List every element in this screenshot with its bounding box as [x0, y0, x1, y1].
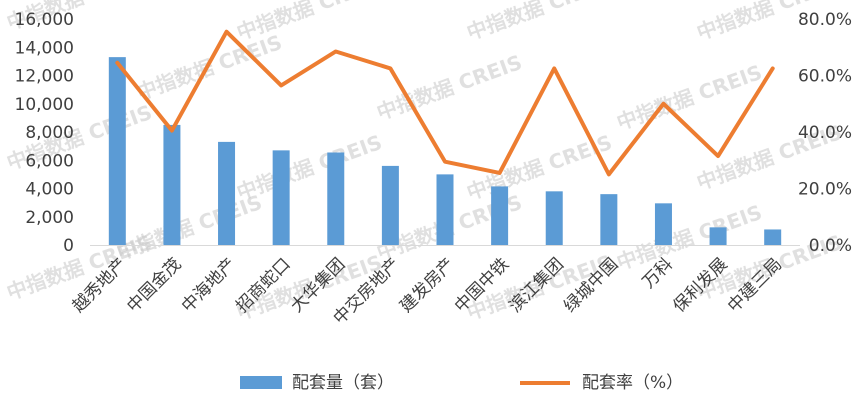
line-point	[171, 130, 173, 132]
line-point	[662, 103, 664, 105]
bar	[163, 124, 181, 245]
line-point	[717, 155, 719, 157]
left-axis-tick-label: 10,000	[15, 95, 74, 115]
bar	[108, 57, 126, 246]
right-axis-tick-label: 40.0%	[798, 123, 852, 143]
line-point	[444, 161, 446, 163]
watermark-text: 中指数据 CREIS	[374, 50, 526, 125]
category-label: 中国金茂	[123, 254, 185, 316]
left-axis-tick-label: 0	[63, 236, 74, 256]
left-axis-tick-label: 8,000	[25, 123, 74, 143]
legend: 配套量（套） 配套率（%）	[240, 373, 683, 393]
category-labels: 越秀地产中国金茂中海地产招商蛇口大华集团中交房地产建发房产中国中铁滨江集团绿城中…	[69, 254, 787, 328]
right-axis-tick-label: 20.0%	[798, 180, 852, 200]
line-point	[116, 62, 118, 64]
legend-bar-swatch	[240, 376, 282, 389]
legend-line-label: 配套率（%）	[582, 373, 683, 393]
watermark-text: 中指数据 CREIS	[464, 0, 616, 45]
line-series	[115, 29, 775, 177]
bar	[327, 152, 345, 245]
bar	[218, 141, 236, 245]
legend-bar-label: 配套量（套）	[292, 373, 394, 393]
bar-series	[108, 57, 782, 246]
line-point	[553, 67, 555, 69]
right-axis-ticks: 0.0% 20.0% 40.0% 60.0% 80.0%	[798, 10, 852, 256]
right-axis-tick-label: 0.0%	[809, 236, 852, 256]
line-point	[499, 172, 501, 174]
left-axis-tick-label: 16,000	[15, 10, 74, 30]
line-point	[335, 50, 337, 52]
line-point	[280, 84, 282, 86]
category-label: 建发房产	[396, 254, 458, 316]
bar	[600, 194, 618, 245]
left-axis-ticks: 0 2,000 4,000 6,000 8,000 10,000 12,000 14,000 1…	[15, 10, 74, 256]
bar	[381, 165, 399, 245]
bar	[436, 174, 454, 245]
category-label: 中海地产	[178, 254, 240, 316]
line-point	[608, 173, 610, 175]
left-axis-tick-label: 2,000	[25, 208, 74, 228]
line-point	[389, 67, 391, 69]
line-point	[772, 67, 774, 69]
bar	[764, 229, 782, 245]
right-axis-tick-label: 80.0%	[798, 10, 852, 30]
line-point	[226, 31, 228, 33]
left-axis-tick-label: 6,000	[25, 151, 74, 171]
bar	[545, 191, 563, 245]
bar	[272, 150, 290, 245]
bar	[654, 203, 672, 245]
watermark-text: 中指数据 CREIS	[614, 60, 766, 135]
right-axis-tick-label: 60.0%	[798, 67, 852, 87]
left-axis-tick-label: 12,000	[15, 67, 74, 87]
bar	[709, 227, 727, 245]
left-axis-tick-label: 14,000	[15, 38, 74, 58]
bar	[491, 186, 509, 245]
left-axis-tick-label: 4,000	[25, 180, 74, 200]
